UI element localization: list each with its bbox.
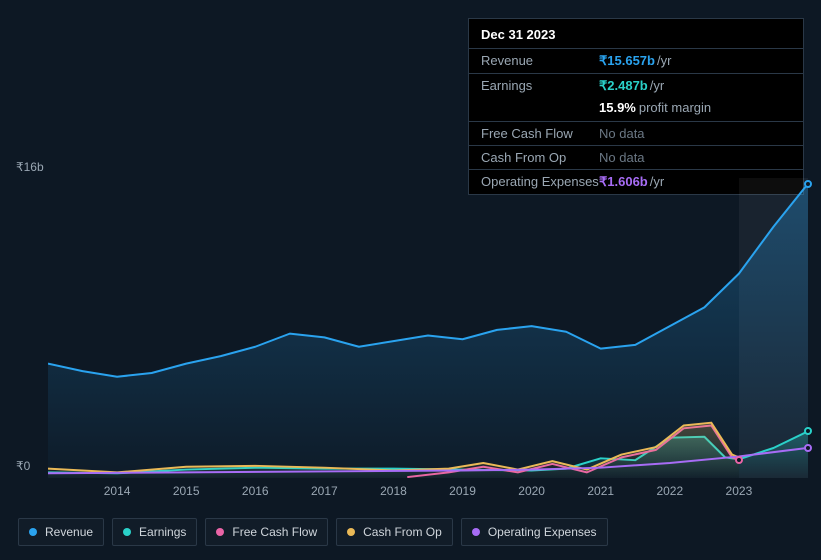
xaxis-labels: 2014 2015 2016 2017 2018 2019 2020 2021 2022 2023 bbox=[48, 484, 808, 504]
tooltip-row: Revenue₹15.657b/yr bbox=[469, 48, 803, 73]
series-end-marker-revenue bbox=[804, 180, 812, 188]
legend-item-fcf[interactable]: Free Cash Flow bbox=[205, 518, 328, 546]
legend-label: Revenue bbox=[45, 525, 93, 539]
xaxis-label: 2023 bbox=[726, 484, 753, 498]
xaxis-label: 2021 bbox=[587, 484, 614, 498]
xaxis-label: 2018 bbox=[380, 484, 407, 498]
tooltip-row: Free Cash FlowNo data bbox=[469, 121, 803, 145]
tooltip-row-label: Revenue bbox=[481, 53, 599, 69]
xaxis-label: 2014 bbox=[104, 484, 131, 498]
legend-label: Earnings bbox=[139, 525, 186, 539]
series-end-marker-opex bbox=[804, 444, 812, 452]
legend-label: Free Cash Flow bbox=[232, 525, 317, 539]
legend-dot-icon bbox=[472, 528, 480, 536]
legend-dot-icon bbox=[347, 528, 355, 536]
legend-item-opex[interactable]: Operating Expenses bbox=[461, 518, 608, 546]
tooltip-row-label: Free Cash Flow bbox=[481, 126, 599, 141]
tooltip-row-value: ₹15.657b/yr bbox=[599, 53, 791, 69]
legend-label: Cash From Op bbox=[363, 525, 442, 539]
legend-label: Operating Expenses bbox=[488, 525, 597, 539]
yaxis-max-label: ₹16b bbox=[16, 160, 44, 174]
xaxis-label: 2022 bbox=[656, 484, 683, 498]
xaxis-label: 2015 bbox=[173, 484, 200, 498]
tooltip-row: Earnings₹2.487b/yr bbox=[469, 73, 803, 98]
tooltip-date: Dec 31 2023 bbox=[469, 19, 803, 48]
xaxis-label: 2020 bbox=[518, 484, 545, 498]
tooltip-row: Cash From OpNo data bbox=[469, 145, 803, 169]
tooltip-row-value: ₹2.487b/yr bbox=[599, 78, 791, 94]
tooltip-row-sub: 15.9%profit margin bbox=[469, 98, 803, 121]
xaxis-label: 2017 bbox=[311, 484, 338, 498]
tooltip-row-value: No data bbox=[599, 126, 791, 141]
legend: Revenue Earnings Free Cash Flow Cash From O… bbox=[18, 518, 608, 546]
legend-item-earnings[interactable]: Earnings bbox=[112, 518, 197, 546]
line-chart[interactable] bbox=[48, 178, 808, 478]
tooltip-row-value: No data bbox=[599, 150, 791, 165]
xaxis-label: 2019 bbox=[449, 484, 476, 498]
chart-tooltip: Dec 31 2023 Revenue₹15.657b/yrEarnings₹2… bbox=[468, 18, 804, 195]
legend-dot-icon bbox=[29, 528, 37, 536]
tooltip-row-label: Earnings bbox=[481, 78, 599, 94]
legend-dot-icon bbox=[216, 528, 224, 536]
legend-item-revenue[interactable]: Revenue bbox=[18, 518, 104, 546]
series-end-marker-earnings bbox=[804, 427, 812, 435]
tooltip-row-label: Cash From Op bbox=[481, 150, 599, 165]
chart-panel: { "tooltip": { "date": "Dec 31 2023", "r… bbox=[0, 0, 821, 560]
series-end-marker-fcf bbox=[735, 456, 743, 464]
legend-item-cfo[interactable]: Cash From Op bbox=[336, 518, 453, 546]
legend-dot-icon bbox=[123, 528, 131, 536]
yaxis-min-label: ₹0 bbox=[16, 459, 30, 473]
xaxis-label: 2016 bbox=[242, 484, 269, 498]
